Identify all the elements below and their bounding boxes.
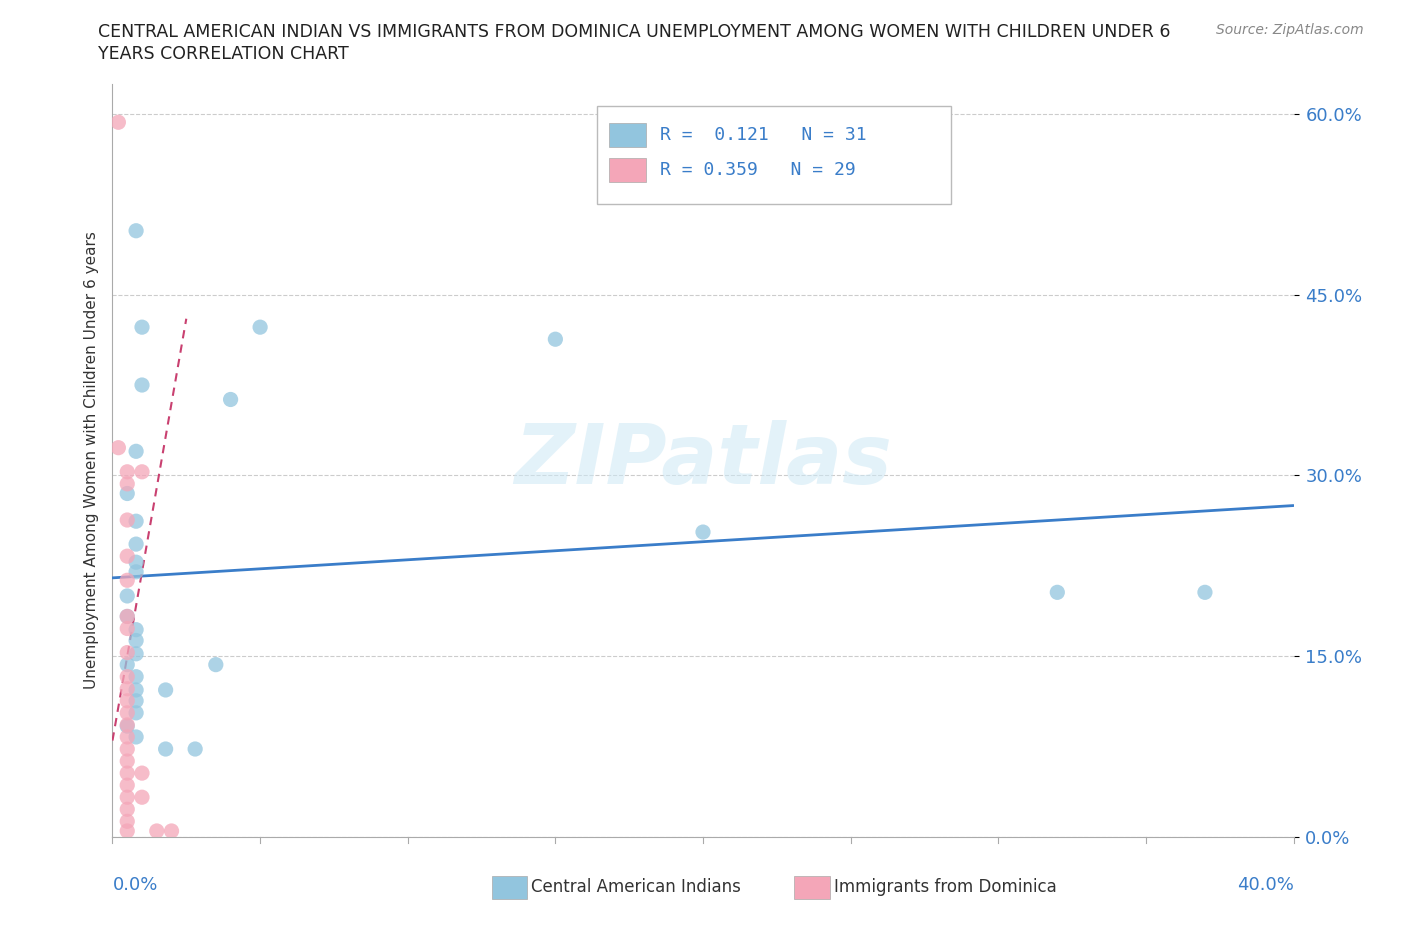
Point <box>125 537 148 551</box>
Point <box>131 765 153 780</box>
Point <box>107 440 129 455</box>
Point <box>117 741 138 756</box>
Point <box>117 729 138 744</box>
Text: CENTRAL AMERICAN INDIAN VS IMMIGRANTS FROM DOMINICA UNEMPLOYMENT AMONG WOMEN WIT: CENTRAL AMERICAN INDIAN VS IMMIGRANTS FR… <box>98 23 1171 41</box>
Point <box>117 719 138 734</box>
Point <box>125 646 148 661</box>
Text: Source: ZipAtlas.com: Source: ZipAtlas.com <box>1216 23 1364 37</box>
Y-axis label: Unemployment Among Women with Children Under 6 years: Unemployment Among Women with Children U… <box>83 232 98 689</box>
Point <box>117 802 138 817</box>
Point <box>125 565 148 579</box>
Point <box>125 513 148 528</box>
Point <box>117 670 138 684</box>
Point <box>117 609 138 624</box>
Point <box>117 814 138 829</box>
Point <box>125 694 148 709</box>
Point <box>219 392 242 407</box>
Point <box>155 683 177 698</box>
Point <box>117 589 138 604</box>
Point <box>125 444 148 458</box>
Point <box>160 824 183 839</box>
Point <box>117 609 138 624</box>
Text: Immigrants from Dominica: Immigrants from Dominica <box>834 878 1056 897</box>
Point <box>125 729 148 744</box>
Point <box>125 633 148 648</box>
Text: Central American Indians: Central American Indians <box>531 878 741 897</box>
Point <box>117 777 138 792</box>
Point <box>125 683 148 698</box>
Bar <box>609 158 647 182</box>
Point <box>131 790 153 804</box>
Point <box>117 824 138 839</box>
Point <box>544 332 567 347</box>
Point <box>125 223 148 238</box>
Point <box>155 741 177 756</box>
Point <box>1194 585 1216 600</box>
Point <box>125 555 148 570</box>
Point <box>117 717 138 732</box>
Point <box>146 824 169 839</box>
Point <box>125 670 148 684</box>
Point <box>125 622 148 637</box>
Point <box>131 320 153 335</box>
Point <box>117 682 138 697</box>
Point <box>107 114 129 129</box>
Point <box>117 464 138 479</box>
Text: R = 0.359   N = 29: R = 0.359 N = 29 <box>661 161 856 179</box>
Point <box>1046 585 1069 600</box>
Text: 40.0%: 40.0% <box>1237 876 1294 894</box>
Point <box>184 741 207 756</box>
Point <box>117 621 138 636</box>
Text: ZIPatlas: ZIPatlas <box>515 419 891 501</box>
Point <box>117 790 138 804</box>
Point <box>125 706 148 721</box>
Point <box>117 573 138 588</box>
Point <box>117 486 138 501</box>
Bar <box>609 123 647 147</box>
Point <box>117 753 138 768</box>
Point <box>117 476 138 491</box>
Point <box>131 378 153 392</box>
Point <box>117 645 138 660</box>
Point <box>205 658 228 672</box>
Point <box>117 765 138 780</box>
Point <box>131 464 153 479</box>
Bar <box>596 106 950 205</box>
Point <box>117 694 138 709</box>
Point <box>117 706 138 721</box>
Text: R =  0.121   N = 31: R = 0.121 N = 31 <box>661 126 868 144</box>
Point <box>692 525 714 539</box>
Point <box>117 658 138 672</box>
Text: YEARS CORRELATION CHART: YEARS CORRELATION CHART <box>98 45 349 62</box>
Point <box>249 320 271 335</box>
Point <box>117 549 138 564</box>
Text: 0.0%: 0.0% <box>112 876 157 894</box>
Point <box>117 512 138 527</box>
